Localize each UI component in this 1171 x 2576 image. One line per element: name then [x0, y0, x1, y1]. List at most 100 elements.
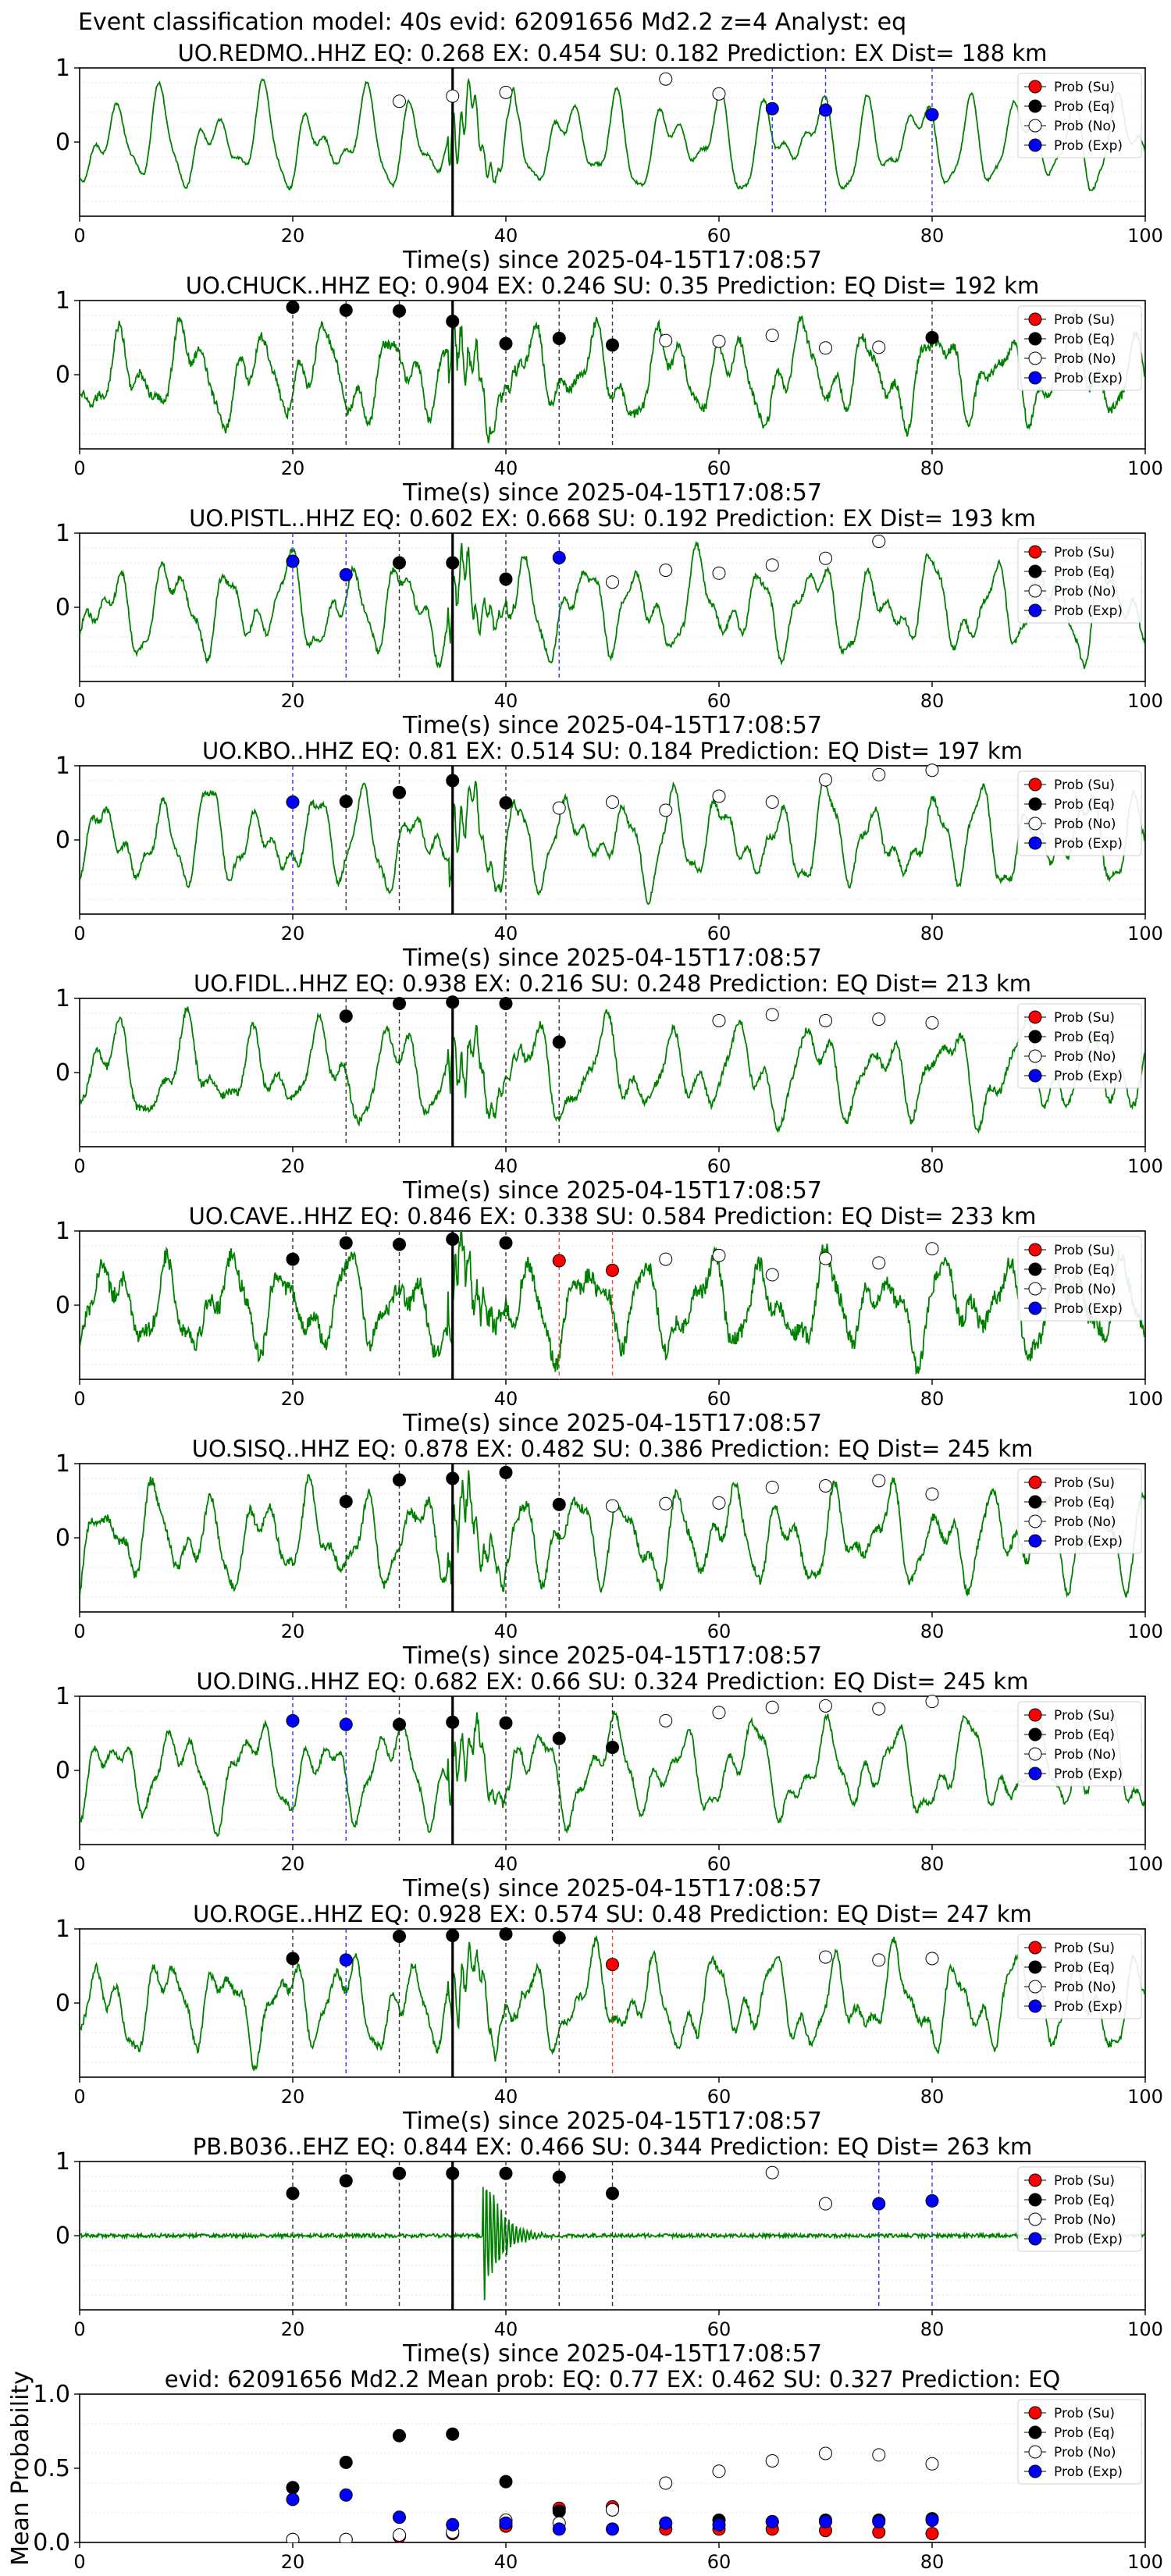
legend-marker-su	[1028, 777, 1042, 792]
prob-marker-no	[712, 789, 726, 803]
axes-frame	[79, 998, 1146, 1147]
prob-marker-no	[659, 564, 673, 577]
legend-label-no: Prob (No)	[1054, 2445, 1116, 2460]
prob-marker-no	[872, 1474, 886, 1488]
legend-marker-no	[1028, 817, 1042, 831]
prob-marker-eq	[393, 556, 406, 570]
legend-marker-no	[1028, 1049, 1042, 1063]
legend-label-no: Prob (No)	[1054, 351, 1116, 367]
panel-pb-b036-ehz: 0 20 40 60 80 100 1 0 PB.B036..EHZ EQ: 0.844 EX:…	[55, 2133, 1163, 2368]
x-tick-label: 100	[1127, 923, 1163, 945]
legend-box	[1017, 1003, 1142, 1089]
y-tick-label: 1	[55, 2148, 70, 2176]
legend-marker-exp	[1028, 2464, 1042, 2478]
prob-marker-no	[712, 87, 726, 101]
legend-marker-no	[1028, 1980, 1042, 1994]
legend-marker-exp	[1028, 1534, 1042, 1548]
prob-marker-no	[712, 334, 726, 348]
x-tick-label: 80	[920, 1621, 945, 1642]
x-axis-label: Time(s) since 2025-04-15T17:08:57	[402, 1410, 822, 1437]
legend-label-no: Prob (No)	[1054, 2212, 1116, 2228]
prob-marker-exp	[765, 101, 779, 116]
prob-marker-no	[446, 89, 460, 103]
mean-marker-exp	[606, 2522, 619, 2536]
legend-marker-no	[1028, 119, 1042, 133]
prob-marker-no	[819, 1699, 832, 1713]
mean-marker-su	[925, 2527, 939, 2541]
panel-title: UO.PISTL..HHZ EQ: 0.602 EX: 0.668 SU: 0.…	[189, 505, 1036, 532]
x-tick-label: 0	[73, 1388, 85, 1410]
prob-marker-no	[712, 1706, 726, 1720]
legend-box	[1017, 1236, 1142, 1322]
prob-marker-no	[765, 795, 779, 809]
x-tick-label: 20	[281, 1388, 305, 1410]
legend-label-exp: Prob (Exp)	[1054, 1999, 1123, 2015]
prob-marker-no	[819, 1950, 832, 1964]
legend-label-exp: Prob (Exp)	[1054, 138, 1123, 154]
mean-marker-no	[712, 2464, 726, 2478]
x-tick-label: 0	[73, 2086, 85, 2108]
prob-marker-exp	[286, 554, 300, 568]
prob-marker-no	[712, 1248, 726, 1262]
prob-marker-no	[819, 1479, 832, 1493]
x-tick-label: 20	[281, 690, 305, 712]
mean-marker-exp	[765, 2514, 779, 2528]
legend-marker-su	[1028, 80, 1042, 94]
mean-marker-no	[393, 2528, 406, 2542]
legend-label-eq: Prob (Eq)	[1054, 564, 1115, 580]
mean-marker-exp	[499, 2516, 513, 2530]
x-tick-label: 0	[73, 457, 85, 479]
mean-marker-no	[606, 2503, 619, 2517]
x-tick-label: 40	[494, 923, 518, 945]
x-tick-label: 100	[1127, 2551, 1163, 2573]
x-tick-label: 0	[73, 690, 85, 712]
x-axis-label: Time(s) since 2025-04-15T17:08:57	[402, 2340, 822, 2368]
legend-marker-exp	[1028, 1767, 1042, 1781]
legend-box	[1017, 538, 1142, 624]
legend-marker-su	[1028, 1941, 1042, 1955]
prob-marker-eq	[446, 556, 460, 570]
x-tick-label: 20	[281, 923, 305, 945]
legend-marker-eq	[1028, 1262, 1042, 1276]
mean-marker-no	[659, 2476, 673, 2490]
x-tick-label: 40	[494, 457, 518, 479]
legend-marker-no	[1028, 1747, 1042, 1761]
prob-marker-eq	[552, 1035, 566, 1049]
x-tick-label: 40	[494, 2318, 518, 2340]
panel-uo-fidl-hhz: 0 20 40 60 80 100 1 0 UO.FIDL..HHZ EQ: 0.938 EX:…	[55, 970, 1163, 1204]
mean-marker-no	[286, 2532, 300, 2542]
mean-marker-exp	[393, 2510, 406, 2524]
mean-marker-exp	[446, 2517, 460, 2532]
panel-uo-roge-hhz: 0 20 40 60 80 100 1 0 UO.ROGE..HHZ EQ: 0.928 EX:…	[55, 1901, 1163, 2135]
panel-uo-ding-hhz: 0 20 40 60 80 100 1 0 UO.DING..HHZ EQ: 0.682 EX:…	[55, 1668, 1163, 1902]
mean-marker-exp	[286, 2492, 300, 2507]
prob-marker-no	[765, 1008, 779, 1022]
prob-marker-no	[606, 795, 619, 809]
legend-marker-no	[1028, 1514, 1042, 1528]
legend-marker-eq	[1028, 332, 1042, 346]
prob-marker-no	[606, 575, 619, 589]
x-tick-label: 80	[920, 923, 945, 945]
axes-frame	[79, 1463, 1146, 1613]
legend-label-eq: Prob (Eq)	[1054, 332, 1115, 347]
x-tick-label: 20	[281, 2551, 305, 2573]
x-tick-label: 20	[281, 1155, 305, 1177]
legend-label-eq: Prob (Eq)	[1054, 1960, 1115, 1976]
prob-marker-su	[606, 1958, 619, 1972]
prob-marker-eq	[393, 304, 406, 318]
legend-marker-no	[1028, 351, 1042, 365]
legend-marker-su	[1028, 1010, 1042, 1024]
mean-marker-exp	[819, 2514, 832, 2528]
prob-marker-no	[925, 1695, 939, 1709]
y-tick-label: 1	[55, 1218, 70, 1245]
legend-label-exp: Prob (Exp)	[1054, 836, 1123, 852]
prob-marker-eq	[446, 1471, 460, 1485]
prob-marker-eq	[499, 572, 513, 586]
prob-marker-exp	[339, 1953, 353, 1967]
y-axis-label: Mean Probability	[7, 2371, 34, 2566]
mean-marker-no	[339, 2532, 353, 2542]
prob-marker-no	[765, 329, 779, 343]
x-tick-label: 60	[707, 1621, 731, 1642]
legend-box	[1017, 1934, 1142, 2019]
